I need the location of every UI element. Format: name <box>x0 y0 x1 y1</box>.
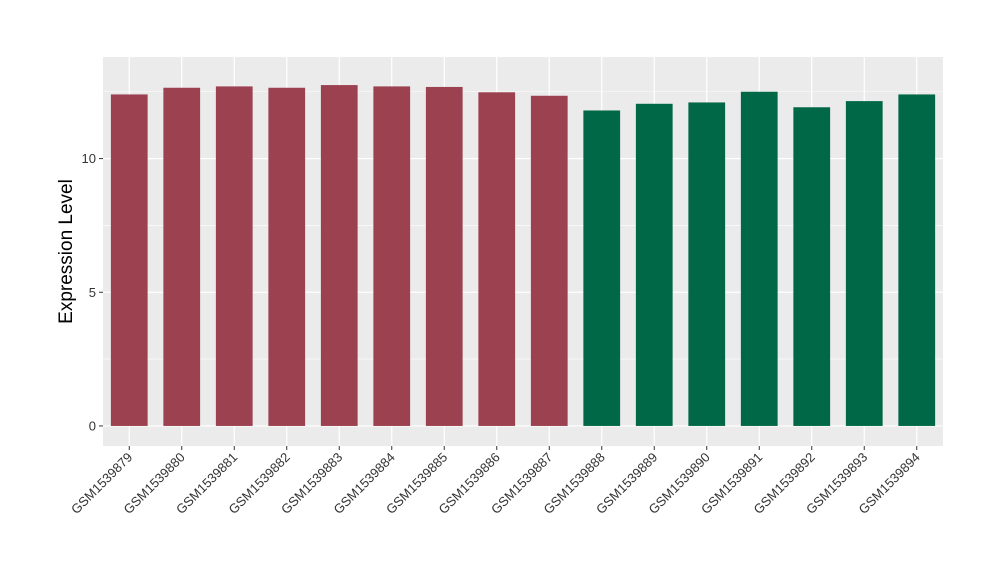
y-tick-label: 10 <box>82 151 96 166</box>
bar-GSM1539883 <box>320 85 358 426</box>
bar-GSM1539890 <box>688 102 726 426</box>
bar-GSM1539885 <box>425 86 463 426</box>
y-axis: 0 5 10 <box>82 151 103 433</box>
bar-GSM1539884 <box>373 86 411 426</box>
bar-GSM1539891 <box>740 91 778 426</box>
bar-GSM1539892 <box>793 107 831 426</box>
bar-GSM1539882 <box>268 87 306 426</box>
bar-GSM1539886 <box>478 92 516 426</box>
bars <box>110 85 936 426</box>
y-tick-label: 0 <box>89 418 96 433</box>
y-tick-label: 5 <box>89 285 96 300</box>
y-axis-title: Expression Level <box>56 179 77 324</box>
x-axis: GSM1539879GSM1539880GSM1539881GSM1539882… <box>68 446 923 517</box>
bar-GSM1539879 <box>110 94 148 426</box>
bar-GSM1539894 <box>898 94 936 426</box>
bar-GSM1539880 <box>163 87 201 426</box>
bar-GSM1539881 <box>215 86 253 426</box>
bar-GSM1539889 <box>635 103 673 426</box>
bar-GSM1539888 <box>583 110 621 426</box>
bar-GSM1539893 <box>845 101 883 426</box>
bar-GSM1539887 <box>530 95 568 426</box>
